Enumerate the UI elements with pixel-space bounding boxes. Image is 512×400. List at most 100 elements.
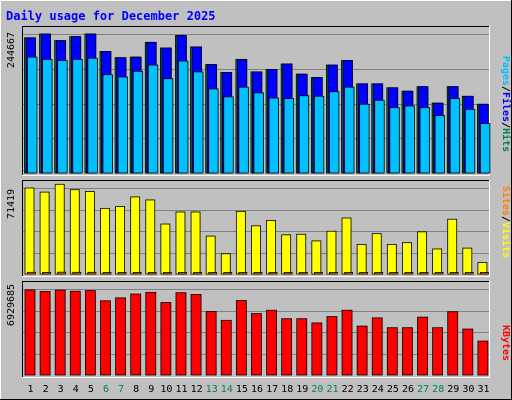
bar-pages-day-17 (268, 97, 279, 174)
bar-visits-day-4 (69, 189, 80, 275)
bar-kbytes-day-13 (205, 311, 217, 376)
bar-visits-day-27 (417, 231, 427, 275)
bar-kbytes-day-1 (24, 289, 36, 376)
bar-visits-day-28 (432, 248, 443, 275)
bar-sites-day-13 (208, 272, 218, 275)
bar-sites-day-8 (132, 272, 142, 275)
bar-kbytes-day-19 (296, 318, 308, 376)
bar-pages-day-24 (374, 99, 385, 174)
bar-visits-day-7 (115, 206, 125, 275)
legend-label-pages: Pages (500, 56, 511, 86)
legend-label-sites: Sites (500, 186, 512, 216)
x-tick-label-day-17: 17 (266, 384, 278, 395)
bar-visits-day-10 (160, 223, 171, 275)
bar-sites-day-1 (27, 271, 36, 275)
bar-visits-day-2 (39, 191, 50, 275)
bar-visits-day-19 (296, 233, 307, 275)
bar-sites-day-21 (329, 272, 338, 275)
bar-kbytes-day-28 (432, 327, 444, 376)
chart-panels (22, 26, 491, 378)
bar-pages-day-16 (253, 92, 264, 174)
x-tick-label-day-13: 13 (206, 384, 218, 395)
bar-visits-day-30 (462, 247, 473, 275)
x-tick-label-day-24: 24 (372, 384, 384, 395)
bar-pages-day-19 (298, 95, 310, 174)
x-tick-label-day-8: 8 (133, 384, 139, 395)
bar-visits-day-11 (175, 211, 186, 275)
bar-visits-day-3 (54, 183, 65, 275)
bar-visits-day-20 (311, 240, 322, 275)
bar-sites-day-22 (344, 272, 353, 275)
bar-visits-day-22 (341, 217, 352, 275)
bar-visits-day-23 (356, 244, 367, 275)
bar-visits-day-25 (386, 244, 397, 275)
bar-pages-day-20 (313, 95, 325, 174)
bar-kbytes-day-21 (326, 316, 338, 376)
x-tick-label-day-14: 14 (221, 384, 233, 395)
bar-kbytes-day-27 (417, 316, 428, 376)
bar-pages-day-5 (87, 57, 98, 174)
bar-pages-day-7 (117, 76, 128, 174)
bar-sites-day-9 (147, 272, 157, 275)
bar-pages-day-30 (464, 108, 476, 174)
bar-visits-day-17 (266, 220, 276, 275)
bar-visits-day-13 (205, 235, 216, 275)
bar-kbytes-day-26 (402, 327, 413, 376)
x-tick-label-day-20: 20 (311, 384, 323, 395)
x-tick-label-day-25: 25 (387, 384, 399, 395)
bar-kbytes-day-20 (311, 322, 323, 376)
bar-visits-day-14 (220, 253, 231, 275)
bar-visits-day-1 (24, 187, 35, 275)
bar-pages-day-27 (419, 107, 430, 174)
bar-sites-day-25 (389, 272, 399, 275)
y-max-label-visits: 71419 (6, 189, 17, 219)
bar-visits-day-24 (371, 233, 382, 275)
x-tick-label-day-31: 31 (477, 384, 489, 395)
panel-hits (22, 26, 491, 176)
bar-sites-day-27 (419, 272, 429, 275)
legend-label-visits: Visits (500, 222, 512, 258)
bar-pages-day-9 (147, 64, 159, 174)
bar-visits-day-12 (190, 211, 201, 275)
bar-pages-day-25 (389, 107, 400, 174)
bar-sites-day-19 (298, 272, 308, 275)
bar-sites-day-30 (464, 272, 474, 275)
bar-sites-day-6 (102, 272, 112, 275)
bar-kbytes-day-9 (145, 291, 157, 376)
bar-sites-day-23 (359, 272, 369, 275)
bar-visits-day-15 (235, 210, 246, 275)
legend-separator: / (500, 122, 511, 128)
bar-kbytes-day-22 (341, 309, 353, 376)
x-tick-label-day-5: 5 (88, 384, 94, 395)
bar-visits-day-16 (251, 225, 261, 275)
bar-pages-day-31 (479, 123, 491, 174)
legend-separator: / (500, 216, 511, 222)
bar-sites-day-4 (72, 271, 82, 275)
bar-kbytes-day-18 (281, 318, 293, 376)
x-tick-label-day-22: 22 (342, 384, 354, 395)
x-tick-label-day-12: 12 (191, 384, 203, 395)
bar-sites-day-5 (87, 271, 97, 275)
bar-kbytes-day-6 (100, 300, 111, 376)
bar-sites-day-18 (283, 272, 293, 275)
bar-visits-day-9 (145, 199, 156, 275)
bar-sites-day-11 (178, 272, 187, 275)
x-axis-tick-labels: 1 2 3 4 5 6 7 8 9 10 11 12 13 14 15 16 17 18 19 20 21 22 23 24 2… (27, 384, 489, 395)
bar-pages-day-13 (208, 88, 219, 174)
bar-kbytes-day-11 (175, 292, 187, 376)
bar-pages-day-22 (344, 86, 355, 174)
x-tick-label-day-7: 7 (118, 384, 124, 395)
bar-pages-day-14 (223, 96, 234, 174)
x-tick-label-day-9: 9 (148, 384, 154, 395)
right-legend-group-3: KBytes (500, 325, 511, 361)
y-axis-max-labels: 244667 71419 6929685 (6, 32, 17, 326)
bar-sites-day-3 (57, 271, 67, 275)
bar-kbytes-day-23 (356, 325, 368, 376)
bar-kbytes-day-15 (235, 300, 247, 376)
panel-kbytes (22, 281, 490, 378)
bar-visits-day-6 (100, 207, 110, 275)
bar-kbytes-day-17 (266, 309, 277, 376)
bar-kbytes-day-4 (69, 290, 81, 376)
bar-kbytes-day-12 (190, 294, 202, 376)
